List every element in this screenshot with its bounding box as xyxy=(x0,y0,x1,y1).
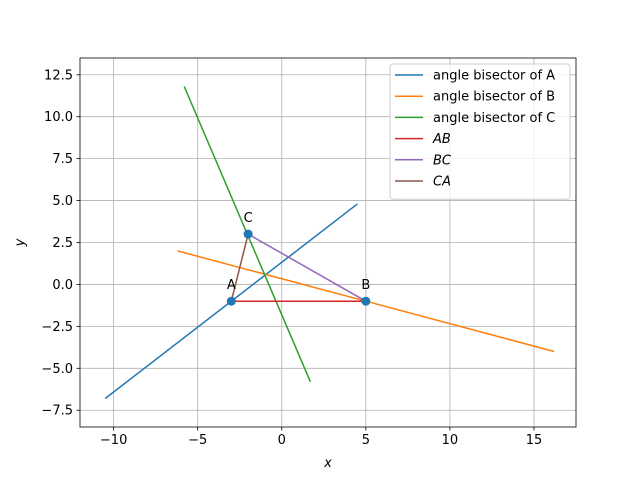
x-axis-label: x xyxy=(323,456,332,471)
legend: angle bisector of A angle bisector of B an… xyxy=(389,63,571,200)
legend-label: BC xyxy=(433,153,452,168)
y-tick-label: −7.5 xyxy=(41,404,73,419)
y-tick-label: 5.0 xyxy=(52,194,73,209)
vertex-label-b: B xyxy=(361,278,370,293)
y-tick-label: 12.5 xyxy=(44,68,73,83)
x-tick-label: 0 xyxy=(278,433,286,448)
vertex-point-b xyxy=(361,296,371,306)
y-tick-label: 7.5 xyxy=(52,152,73,167)
vertex-point-a xyxy=(226,296,236,306)
series-line-4 xyxy=(247,233,367,302)
vertex-points: A B C xyxy=(226,211,371,306)
x-tick-label: −10 xyxy=(100,433,127,448)
legend-label: angle bisector of A xyxy=(433,69,555,84)
x-tick-label: 5 xyxy=(362,433,370,448)
y-tick-label: 0.0 xyxy=(52,278,73,293)
y-tick-label: 10.0 xyxy=(44,110,73,125)
series-line-5 xyxy=(230,233,249,302)
legend-label: angle bisector of B xyxy=(433,90,555,105)
x-tick-label: −5 xyxy=(188,433,207,448)
x-tick-label: 10 xyxy=(442,433,459,448)
vertex-point-c xyxy=(243,229,253,239)
y-tick-label: −5.0 xyxy=(41,362,73,377)
x-tick-label: 15 xyxy=(526,433,543,448)
y-tick-label: 2.5 xyxy=(52,236,73,251)
legend-label: AB xyxy=(432,132,451,147)
y-axis-label: y xyxy=(13,238,28,247)
vertex-label-a: A xyxy=(227,278,236,293)
vertex-label-c: C xyxy=(244,211,253,226)
legend-label: CA xyxy=(433,175,451,190)
y-tick-label: −2.5 xyxy=(41,320,73,335)
axis-ticks: −10 −5 0 5 10 15 −7.5 −5.0 −2.5 0.0 2.5 5.0 7.5 10.0 1… xyxy=(41,68,542,448)
legend-box xyxy=(389,63,571,200)
legend-label: angle bisector of C xyxy=(433,111,555,126)
